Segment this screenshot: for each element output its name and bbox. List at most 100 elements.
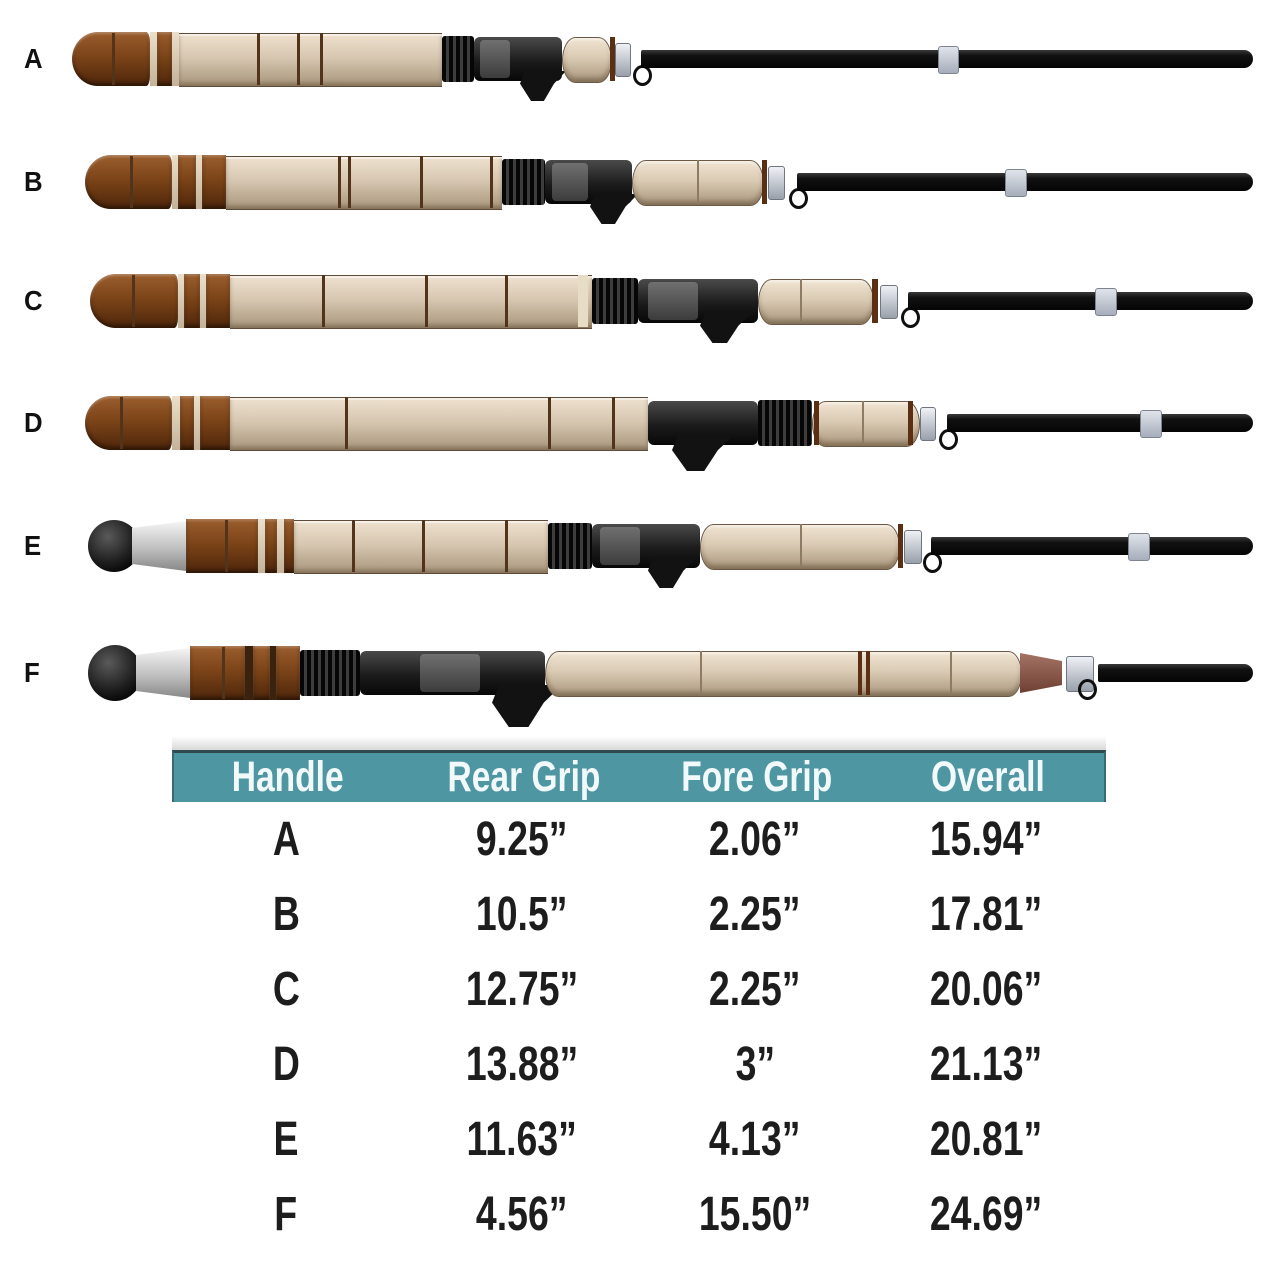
rod-c-butt-stripe — [200, 274, 206, 328]
rod-a-fore-grip — [562, 37, 612, 83]
rod-b-butt-cap — [85, 155, 172, 209]
rod-e-grip-separator — [225, 520, 228, 572]
table-top-shadow — [172, 736, 1106, 750]
rod-a-fore-grip-ring — [610, 37, 615, 81]
spec-table-header: Handle Rear Grip Fore Grip Overall — [172, 750, 1106, 802]
rod-e-rod-blank — [931, 537, 1253, 555]
rod-d-butt-stripe — [194, 396, 200, 450]
cell-handle: D — [272, 1038, 300, 1091]
rod-label-b: B — [24, 166, 43, 197]
cell-overall: 20.81” — [929, 1113, 1043, 1166]
rod-e-ferrule-band — [1128, 533, 1150, 561]
cell-overall: 15.94” — [929, 813, 1043, 866]
cell-rear-grip: 4.56” — [476, 1188, 568, 1241]
rod-e-trigger-grip — [648, 558, 696, 588]
column-header-fore-grip: Fore Grip — [681, 753, 833, 801]
rod-b-ferrule-band — [1005, 169, 1027, 197]
cell-overall: 24.69” — [929, 1188, 1043, 1241]
rod-b-grip-separator — [338, 156, 341, 208]
rod-f-fore-grip-ring — [866, 651, 870, 695]
rod-a-grip-brown-section — [157, 32, 172, 86]
rod-e-grip-separator — [352, 520, 355, 572]
cell-fore-grip: 4.13” — [709, 1113, 801, 1166]
column-header-rear-grip: Rear Grip — [447, 753, 601, 801]
cell-rear-grip: 13.88” — [465, 1038, 579, 1091]
column-header-handle: Handle — [232, 753, 344, 801]
cell-rear-grip: 11.63” — [466, 1113, 578, 1166]
rod-a-butt-stripe — [150, 32, 157, 86]
rod-e-butt-silver-collar — [132, 521, 186, 571]
rod-c-grip-brown-section — [184, 274, 200, 328]
rod-d-rear-grip — [230, 397, 648, 451]
rod-a-grip-separator — [112, 33, 115, 85]
rod-f-grip-brown-section — [253, 646, 270, 700]
table-row-e: E 11.63” 4.13” 20.81” — [172, 1102, 1106, 1177]
rod-c-ferrule-band — [1095, 288, 1117, 316]
rod-a-grip-separator — [257, 33, 260, 85]
cell-overall: 17.81” — [929, 888, 1043, 941]
rod-c-line-guide — [901, 307, 920, 328]
cell-overall: 20.06” — [929, 963, 1043, 1016]
cell-fore-grip: 2.06” — [709, 813, 801, 866]
rod-label-e: E — [24, 530, 42, 561]
rod-f-dark-ring — [270, 646, 276, 700]
rod-a-lock-nut — [442, 36, 474, 82]
rod-f-butt-ball-cap — [88, 645, 142, 701]
rod-b-grip-brown-section — [178, 155, 196, 209]
cell-handle: B — [272, 888, 300, 941]
rod-d-grip-brown-section — [200, 396, 230, 450]
table-row-f: F 4.56” 15.50” 24.69” — [172, 1177, 1106, 1252]
rod-b-line-guide — [789, 188, 808, 209]
rod-d-grip-brown-section — [180, 396, 194, 450]
rod-b-trigger-grip — [590, 194, 638, 224]
cell-fore-grip: 2.25” — [709, 963, 801, 1016]
cell-fore-grip: 3” — [735, 1038, 775, 1091]
rod-f-winding-cone — [1020, 653, 1062, 693]
rod-f-fore-grip-ring — [858, 651, 862, 695]
rod-b-grip-brown-section — [202, 155, 226, 209]
rod-f-fore-grip-seam — [950, 651, 952, 695]
rod-e-butt-ball-cap — [88, 520, 140, 572]
rod-e-winding-check — [904, 530, 922, 564]
rod-e-grip-brown-section — [284, 519, 294, 573]
rod-f-reel-seat-detail — [420, 654, 480, 692]
rod-f-butt-silver-collar — [136, 648, 190, 698]
rod-e-fore-grip-seam — [800, 524, 802, 568]
rod-c-grip-separator — [132, 275, 135, 327]
rod-b-grip-separator — [130, 156, 133, 208]
rod-d-winding-check — [920, 407, 936, 441]
rod-d-rod-blank — [947, 414, 1253, 432]
rod-f-dark-ring — [245, 646, 253, 700]
rod-d-fore-grip-ring — [814, 401, 819, 445]
rod-a-line-guide — [633, 65, 652, 86]
rod-label-c: C — [24, 285, 43, 316]
cell-rear-grip: 12.75” — [465, 963, 579, 1016]
cell-handle: E — [273, 1113, 299, 1166]
rod-d-butt-stripe — [172, 396, 180, 450]
rod-label-d: D — [24, 407, 43, 438]
cell-rear-grip: 10.5” — [476, 888, 568, 941]
table-row-c: C 12.75” 2.25” 20.06” — [172, 952, 1106, 1027]
rod-e-grip-separator — [422, 520, 425, 572]
rod-a-ferrule-band — [938, 46, 959, 74]
rod-a-reel-seat-detail — [480, 40, 510, 78]
rod-d-butt-cap — [85, 396, 172, 450]
rod-f-lock-nut — [300, 650, 360, 696]
rod-b-winding-check — [768, 166, 785, 200]
rod-c-trigger-grip — [700, 313, 752, 343]
rod-f-grip-brown-section — [190, 646, 245, 700]
rod-d-fore-grip — [812, 401, 920, 447]
table-row-d: D 13.88” 3” 21.13” — [172, 1027, 1106, 1102]
rod-b-fore-grip-ring — [762, 160, 767, 204]
rod-d-grip-separator — [548, 397, 551, 449]
rod-c-grip-separator — [425, 275, 428, 327]
rod-c-grip-light-band — [578, 275, 588, 327]
rod-a-butt-cap — [72, 32, 150, 86]
cell-handle: C — [272, 963, 300, 1016]
rod-c-grip-separator — [322, 275, 325, 327]
rod-b-fore-grip-seam — [697, 160, 699, 204]
rod-d-grip-separator — [120, 397, 123, 449]
rod-c-rod-blank — [908, 292, 1253, 310]
